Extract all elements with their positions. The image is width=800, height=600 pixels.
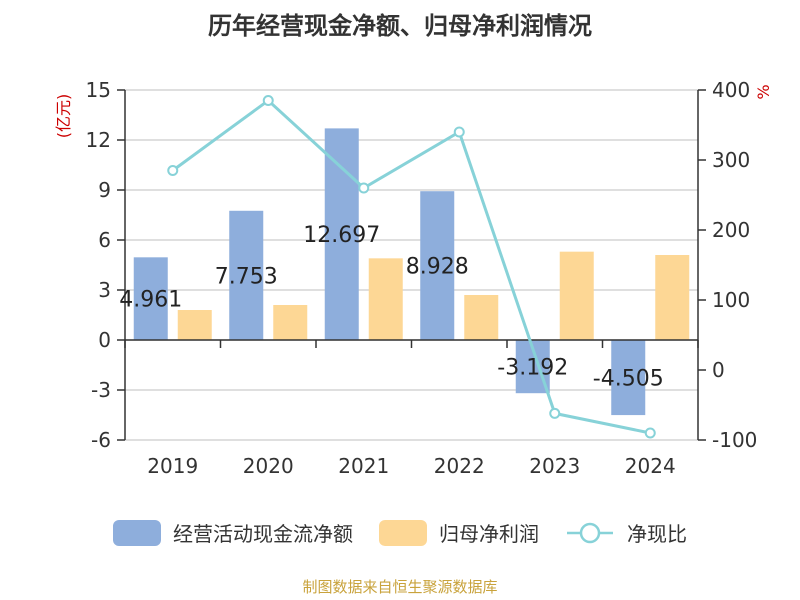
x-tick-label: 2019 (147, 454, 198, 478)
y-left-tick-label: -3 (91, 378, 111, 402)
point-cash-ratio (549, 407, 561, 419)
point-cash-ratio (167, 165, 179, 176)
y-left-tick-label: 3 (98, 278, 111, 302)
point-cash-ratio (358, 182, 370, 194)
legend-label-cash-ratio: 净现比 (627, 522, 687, 546)
point-cash-ratio (262, 95, 274, 106)
y-right-tick-label: 0 (712, 358, 725, 382)
y-right-axis-label: % (754, 84, 773, 99)
bar-operating-cash-flow (611, 340, 646, 416)
y-right-tick-label: 300 (712, 148, 750, 172)
y-right-tick-label: 100 (712, 288, 750, 312)
bar-net-profit (273, 305, 308, 340)
bar-operating-cash-flow (324, 128, 359, 340)
x-tick-label: 2020 (243, 454, 294, 478)
data-label-operating-cash-flow: 8.928 (406, 255, 469, 280)
x-tick-label: 2024 (625, 454, 676, 478)
y-left-tick-label: -6 (91, 428, 111, 452)
legend-line-marker-icon (567, 522, 613, 543)
data-label-operating-cash-flow: 4.961 (119, 288, 182, 313)
bar-operating-cash-flow (133, 257, 168, 340)
y-right-tick-label: 200 (712, 218, 750, 242)
axes: -6 -3 0 3 6 9 12 15 -100 0 100 200 300 400 2019 2020 202… (54, 78, 773, 478)
bar-net-profit (464, 295, 499, 340)
data-label-operating-cash-flow: 12.697 (303, 223, 380, 248)
data-labels: 4.961 7.753 12.697 8.928 -3.192 -4.505 (119, 223, 663, 391)
legend-item-net-profit[interactable]: 归母净利润 (379, 518, 539, 547)
y-left-tick-label: 9 (98, 178, 111, 202)
legend-label-net-profit: 归母净利润 (439, 522, 539, 546)
data-label-operating-cash-flow: -3.192 (497, 356, 568, 381)
point-cash-ratio (644, 427, 656, 439)
y-left-tick-label: 15 (86, 78, 111, 102)
line-cash-ratio (171, 98, 651, 435)
legend-swatch-operating-cash-flow (113, 519, 161, 546)
x-tick-label: 2022 (434, 454, 485, 478)
y-left-axis-label: (亿元) (54, 94, 73, 139)
x-tick-label: 2023 (529, 454, 580, 478)
bar-net-profit (177, 310, 212, 340)
y-left-tick-label: 0 (98, 328, 111, 352)
bar-operating-cash-flow (229, 210, 264, 340)
chart-title: 历年经营现金净额、归母净利润情况 (208, 12, 592, 40)
bar-net-profit (559, 251, 594, 340)
bar-net-profit (655, 255, 690, 340)
data-label-operating-cash-flow: 7.753 (215, 264, 278, 289)
x-tick-label: 2021 (338, 454, 389, 478)
legend-swatch-net-profit (379, 519, 427, 546)
line-series (167, 95, 656, 439)
y-right-tick-label: 400 (712, 78, 750, 102)
y-left-tick-label: 6 (98, 228, 111, 252)
data-label-operating-cash-flow: -4.505 (593, 367, 664, 392)
legend-item-operating-cash-flow[interactable]: 经营活动现金流净额 (113, 518, 353, 547)
legend-item-cash-ratio[interactable]: 净现比 (565, 518, 687, 547)
point-cash-ratio (453, 126, 465, 138)
source-note: 制图数据来自恒生聚源数据库 (302, 578, 498, 596)
legend: 经营活动现金流净额 归母净利润 净现比 (0, 518, 800, 547)
bar-operating-cash-flow (420, 191, 455, 340)
y-left-tick-label: 12 (86, 128, 111, 152)
legend-label-operating-cash-flow: 经营活动现金流净额 (173, 522, 353, 546)
y-right-tick-label: -100 (712, 428, 757, 452)
bar-net-profit (368, 258, 403, 340)
